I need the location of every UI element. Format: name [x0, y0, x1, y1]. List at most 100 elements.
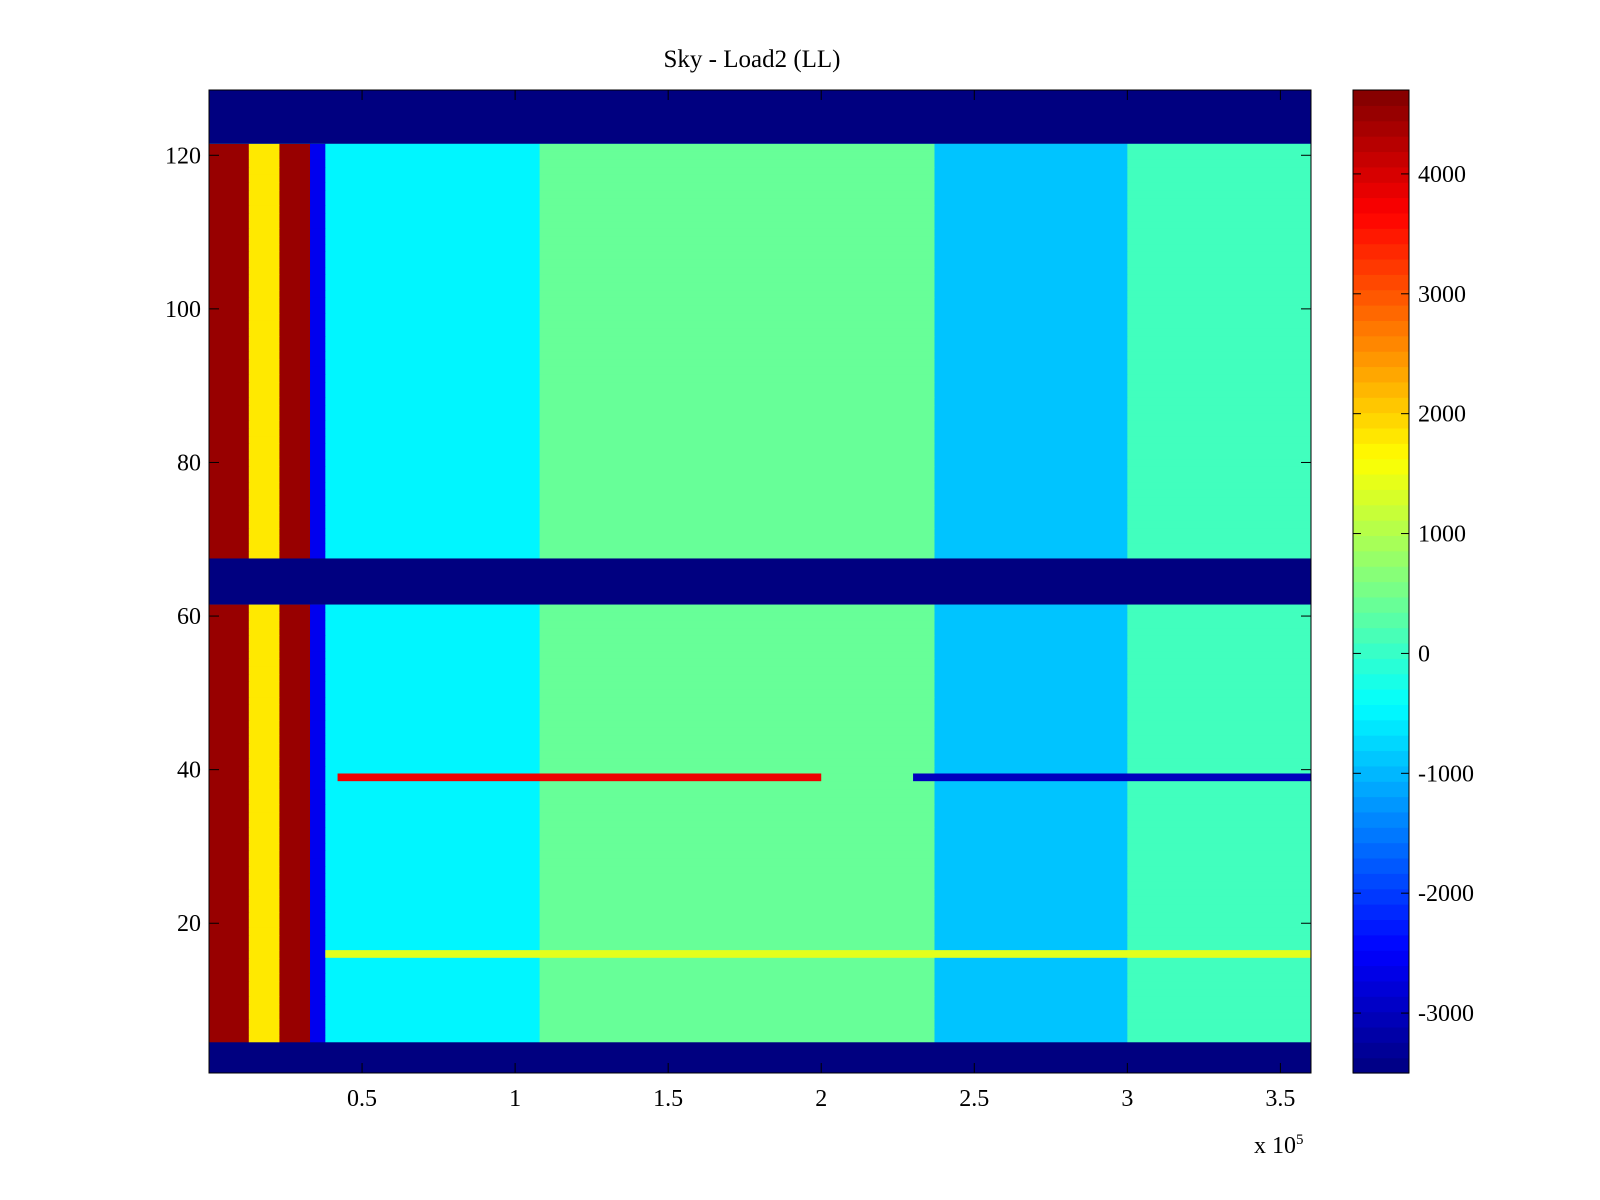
heatmap-cell — [279, 965, 311, 974]
heatmap-cell — [209, 328, 250, 337]
heatmap-cell — [310, 489, 326, 498]
heatmap-cell — [279, 842, 311, 851]
heatmap-cell — [248, 389, 280, 398]
heatmap-cell — [1127, 320, 1312, 329]
heatmap-cell — [325, 727, 541, 736]
heatmap-cell — [539, 335, 935, 344]
heatmap-cell — [1127, 811, 1312, 821]
heatmap-cell — [209, 888, 250, 897]
heatmap-cell — [279, 834, 311, 844]
heatmap-cell — [934, 473, 1128, 483]
heatmap-cell — [248, 811, 280, 821]
heatmap-cell — [310, 980, 326, 990]
heatmap-cell — [934, 251, 1128, 260]
heatmap-cell — [248, 842, 280, 851]
heatmap-cell — [325, 689, 541, 698]
heatmap-cell — [209, 512, 250, 521]
heatmap-cell — [279, 796, 311, 805]
heatmap-cell — [248, 443, 280, 452]
heatmap-cell — [279, 934, 311, 943]
heatmap-cell — [310, 481, 326, 490]
heatmap-cell — [1127, 927, 1312, 936]
heatmap-cell — [539, 189, 935, 199]
heatmap-cell — [1127, 427, 1312, 437]
heatmap-cell — [310, 205, 326, 214]
heatmap-cell — [934, 727, 1128, 736]
heatmap-cell — [934, 450, 1128, 460]
heatmap-cell — [325, 712, 541, 721]
heatmap-cell — [310, 235, 326, 245]
colorbar-step — [1353, 673, 1409, 690]
heatmap-cell — [279, 658, 311, 667]
heatmap-cell — [539, 765, 935, 774]
heatmap-cell — [1127, 328, 1312, 337]
heatmap-cell — [934, 320, 1128, 329]
colorbar-step — [1353, 596, 1409, 613]
heatmap-cell — [279, 297, 311, 306]
y-tick-label: 100 — [165, 297, 201, 323]
heatmap-cell — [209, 665, 250, 675]
heatmap-cell — [248, 220, 280, 229]
heatmap-cell — [209, 896, 250, 905]
heatmap-cell — [248, 1003, 280, 1013]
heatmap-cell — [325, 343, 541, 352]
heatmap-cell — [209, 251, 250, 260]
heatmap-cell — [1127, 420, 1312, 429]
heatmap-cell — [539, 381, 935, 391]
heatmap-cell — [248, 850, 280, 859]
colorbar-step — [1353, 397, 1409, 414]
heatmap-cell — [325, 489, 541, 498]
heatmap-cell — [209, 174, 250, 183]
heatmap-cell — [248, 804, 280, 813]
heatmap-cell — [539, 351, 935, 360]
colorbar-step — [1353, 120, 1409, 137]
heatmap-cell — [279, 535, 311, 544]
heatmap-cell — [310, 727, 326, 736]
heatmap-cell — [279, 412, 311, 421]
heatmap-cell — [325, 758, 541, 767]
heatmap-cell — [279, 712, 311, 721]
heatmap-cell — [279, 635, 311, 644]
heatmap-cell — [209, 182, 250, 191]
heatmap-cell — [934, 1003, 1128, 1013]
heatmap-cell — [1127, 550, 1312, 559]
heatmap-cell — [310, 857, 326, 867]
heatmap-cell — [1127, 497, 1312, 506]
heatmap-cell — [934, 873, 1128, 882]
heatmap-cell — [934, 212, 1128, 222]
heatmap-cell — [310, 927, 326, 936]
heatmap-cell — [325, 512, 541, 521]
heatmap-cell — [934, 781, 1128, 790]
heatmap-cell — [325, 205, 541, 214]
heatmap-cell — [325, 857, 541, 867]
heatmap-cell — [1127, 228, 1312, 237]
heatmap-cell — [934, 381, 1128, 391]
heatmap-cell — [279, 235, 311, 245]
heatmap-cell — [934, 857, 1128, 867]
heatmap-cell — [325, 1011, 541, 1020]
heatmap-cell — [539, 627, 935, 636]
heatmap-cell — [248, 1034, 280, 1043]
heatmap-cell — [248, 712, 280, 721]
colorbar-step — [1353, 904, 1409, 921]
colorbar-step — [1353, 535, 1409, 552]
heatmap-cell — [248, 681, 280, 690]
heatmap-cell — [279, 735, 311, 744]
heatmap-cell — [1127, 796, 1312, 805]
heatmap-cell — [248, 297, 280, 306]
heatmap-cell — [934, 550, 1128, 559]
heatmap-cell — [934, 235, 1128, 245]
heatmap-cell — [1127, 366, 1312, 375]
heatmap-cell — [209, 397, 250, 406]
heatmap-cell — [934, 696, 1128, 705]
heatmap-cell — [209, 942, 250, 951]
heatmap-cell — [209, 258, 250, 268]
heatmap-cell — [279, 1011, 311, 1020]
heatmap-cell — [310, 665, 326, 675]
heatmap-cell — [539, 965, 935, 974]
heatmap-cell — [1127, 1026, 1312, 1036]
heatmap-cell — [934, 911, 1128, 920]
heatmap-cell — [325, 865, 541, 874]
heatmap-cell — [279, 980, 311, 990]
heatmap-cell — [1127, 658, 1312, 667]
